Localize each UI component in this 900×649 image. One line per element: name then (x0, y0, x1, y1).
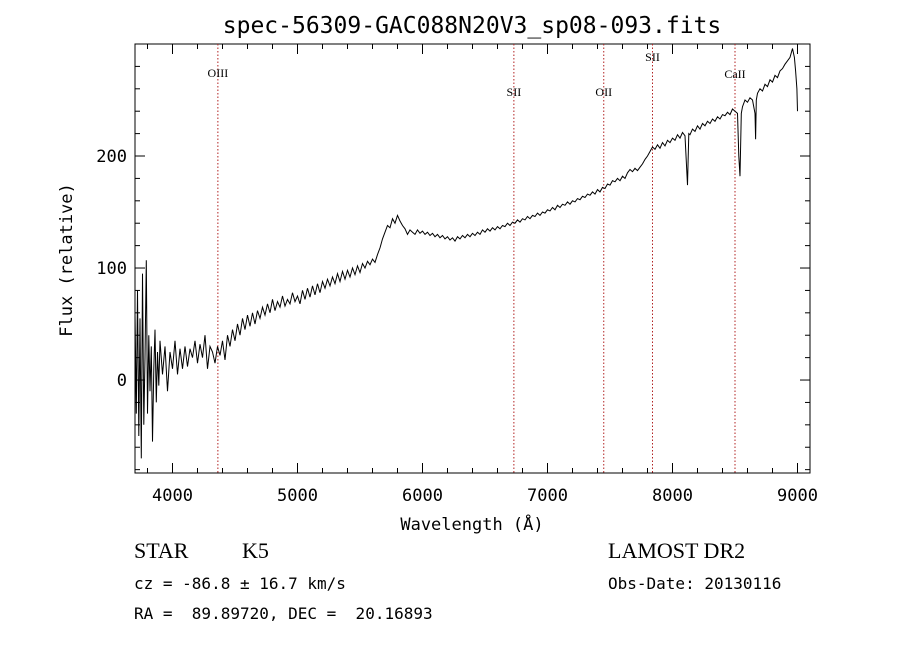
redshift-velocity: cz = -86.8 ± 16.7 km/s (134, 574, 346, 593)
y-tick-label: 200 (96, 147, 127, 167)
survey-name: LAMOST DR2 (608, 538, 746, 563)
emission-line-label: SII (507, 85, 522, 99)
axis-ticks: 4000 5000 6000 7000 8000 9000 0 100 200 (96, 44, 818, 506)
chart-title: spec-56309-GAC088N20V3_sp08-093.fits (223, 13, 722, 39)
emission-lines (217, 44, 736, 473)
y-tick-label: 100 (96, 259, 127, 279)
object-subclass: K5 (242, 538, 269, 563)
y-axis-label: Flux (relative) (57, 183, 77, 337)
emission-line-label: OIII (208, 66, 229, 80)
spectrum-line (134, 48, 798, 459)
plot-frame (134, 43, 811, 474)
x-tick-label: 8000 (652, 486, 693, 506)
x-tick-label: 6000 (402, 486, 443, 506)
x-tick-label: 7000 (527, 486, 568, 506)
x-axis-label: Wavelength (Å) (400, 513, 543, 535)
observation-date: Obs-Date: 20130116 (608, 574, 782, 593)
emission-line-labels: OIII SII OII SII CaII (208, 50, 746, 99)
x-tick-label: 4000 (152, 486, 193, 506)
object-class: STAR (134, 538, 189, 563)
x-tick-label: 9000 (777, 486, 818, 506)
emission-line-label: CaII (724, 67, 745, 81)
emission-line-label: SII (645, 50, 660, 64)
x-tick-label: 5000 (277, 486, 318, 506)
y-tick-label: 0 (117, 371, 127, 391)
emission-line-label: OII (595, 85, 612, 99)
ra-dec-coordinates: RA = 89.89720, DEC = 20.16893 (134, 604, 433, 623)
